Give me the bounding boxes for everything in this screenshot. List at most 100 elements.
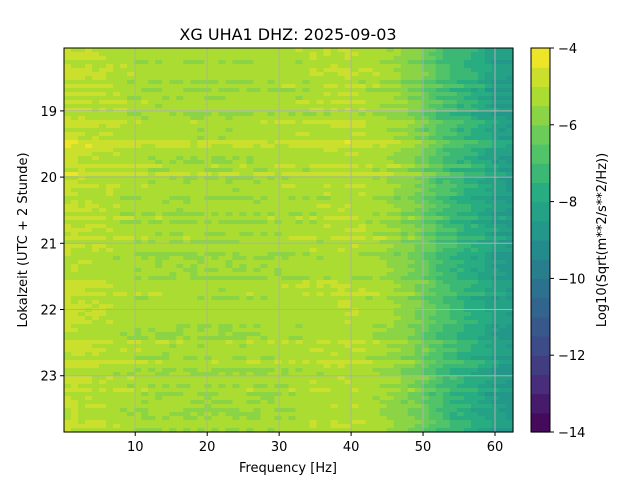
heatmap-cell (344, 76, 353, 81)
heatmap-cell (190, 276, 198, 281)
heatmap-cell (505, 252, 514, 257)
heatmap-cell (428, 52, 437, 57)
heatmap-cell (190, 288, 198, 293)
heatmap-cell (267, 244, 276, 249)
heatmap-cell (176, 352, 184, 357)
heatmap-cell (491, 328, 500, 333)
heatmap-cell (148, 220, 156, 225)
heatmap-cell (134, 64, 142, 69)
heatmap-cell (176, 80, 184, 85)
heatmap-cell (470, 256, 479, 261)
heatmap-cell (141, 328, 149, 333)
heatmap-cell (190, 308, 198, 313)
heatmap-cell (372, 80, 381, 85)
heatmap-cell (463, 112, 472, 117)
heatmap-cell (169, 148, 177, 153)
heatmap-cell (351, 228, 360, 233)
heatmap-cell (274, 300, 283, 305)
heatmap-cell (155, 332, 163, 337)
heatmap-cell (295, 316, 304, 321)
heatmap-cell (162, 248, 170, 253)
heatmap-cell (414, 336, 423, 341)
heatmap-cell (92, 80, 100, 85)
heatmap-cell (246, 72, 255, 77)
heatmap-cell (169, 68, 177, 73)
heatmap-cell (281, 48, 290, 53)
heatmap-cell (260, 336, 269, 341)
heatmap-cell (239, 344, 248, 349)
heatmap-cell (260, 60, 269, 65)
heatmap-cell (92, 256, 100, 261)
heatmap-cell (491, 320, 500, 325)
heatmap-cell (71, 172, 79, 177)
heatmap-cell (197, 348, 205, 353)
heatmap-cell (379, 100, 388, 105)
heatmap-cell (127, 164, 135, 169)
heatmap-cell (232, 152, 240, 157)
heatmap-cell (274, 248, 283, 253)
heatmap-cell (274, 244, 283, 249)
heatmap-cell (190, 60, 198, 65)
heatmap-cell (246, 284, 255, 289)
heatmap-cell (225, 56, 233, 61)
heatmap-cell (176, 200, 184, 205)
heatmap-cell (407, 88, 416, 93)
heatmap-cell (316, 148, 325, 153)
heatmap-cell (64, 336, 72, 341)
heatmap-cell (155, 284, 163, 289)
heatmap-cell (120, 260, 128, 265)
heatmap-cell (295, 92, 304, 97)
heatmap-cell (113, 88, 121, 93)
heatmap-cell (386, 136, 395, 141)
heatmap-cell (127, 116, 135, 121)
heatmap-cell (470, 252, 479, 257)
heatmap-cell (309, 320, 318, 325)
heatmap-cell (197, 120, 205, 125)
heatmap-cell (351, 128, 360, 133)
heatmap-cell (113, 336, 121, 341)
heatmap-cell (470, 180, 479, 185)
heatmap-cell (204, 192, 212, 197)
heatmap-cell (134, 272, 142, 277)
heatmap-cell (99, 160, 107, 165)
heatmap-cell (232, 324, 240, 329)
heatmap-cell (309, 208, 318, 213)
heatmap-cell (435, 224, 444, 229)
heatmap-cell (232, 328, 240, 333)
heatmap-cell (484, 188, 493, 193)
heatmap-cell (92, 320, 100, 325)
heatmap-cell (99, 84, 107, 89)
heatmap-cell (176, 252, 184, 257)
heatmap-cell (323, 312, 332, 317)
heatmap-cell (232, 260, 240, 265)
heatmap-cell (463, 324, 472, 329)
heatmap-cell (176, 48, 184, 53)
heatmap-cell (92, 284, 100, 289)
heatmap-cell (162, 68, 170, 73)
heatmap-cell (330, 104, 339, 109)
heatmap-cell (169, 228, 177, 233)
heatmap-cell (253, 172, 262, 177)
heatmap-cell (99, 200, 107, 205)
heatmap-cell (344, 112, 353, 117)
heatmap-cell (400, 212, 409, 217)
heatmap-cell (414, 184, 423, 189)
heatmap-cell (337, 284, 346, 289)
heatmap-cell (386, 144, 395, 149)
heatmap-cell (407, 116, 416, 121)
heatmap-cell (211, 308, 219, 313)
heatmap-cell (183, 68, 191, 73)
heatmap-cell (99, 48, 107, 53)
heatmap-cell (330, 208, 339, 213)
heatmap-cell (386, 332, 395, 337)
heatmap-cell (281, 96, 290, 101)
heatmap-cell (176, 164, 184, 169)
heatmap-cell (253, 200, 262, 205)
heatmap-cell (470, 188, 479, 193)
heatmap-cell (400, 160, 409, 165)
heatmap-cell (421, 88, 430, 93)
heatmap-cell (449, 332, 458, 337)
heatmap-cell (456, 304, 465, 309)
heatmap-cell (64, 76, 72, 81)
heatmap-cell (71, 352, 79, 357)
